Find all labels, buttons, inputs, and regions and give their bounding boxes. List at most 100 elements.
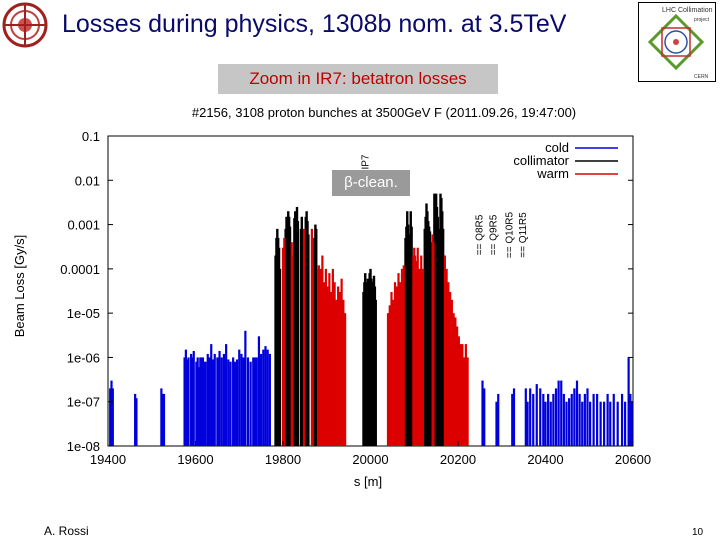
bar-cold bbox=[612, 393, 615, 446]
bar-collimator bbox=[437, 228, 440, 446]
bar-cold bbox=[184, 349, 187, 446]
bar-warm bbox=[392, 299, 395, 446]
y-tick-label: 1e-08 bbox=[67, 439, 100, 454]
bar-cold bbox=[216, 357, 219, 446]
legend-label: collimator bbox=[513, 153, 569, 168]
y-tick-label: 0.0001 bbox=[60, 262, 100, 277]
bar-cold bbox=[526, 401, 529, 446]
bar-cold bbox=[535, 384, 538, 446]
bar-cold bbox=[583, 393, 586, 446]
beta-clean-label: β-clean. bbox=[332, 170, 410, 196]
bar-warm bbox=[340, 278, 343, 446]
bar-cold bbox=[266, 349, 269, 446]
bar-warm bbox=[397, 273, 400, 446]
bar-cold bbox=[208, 357, 211, 446]
bar-collimator bbox=[410, 226, 413, 446]
bar-cold bbox=[211, 359, 215, 446]
bar-cold bbox=[609, 401, 612, 446]
bar-cold bbox=[599, 401, 602, 446]
bar-cold bbox=[187, 357, 190, 446]
collimation-logo-text: LHC Collimation bbox=[662, 7, 713, 14]
bar-cold bbox=[213, 353, 216, 446]
bar-cold bbox=[603, 401, 606, 446]
bar-cold bbox=[581, 401, 584, 446]
bar-cold bbox=[111, 388, 114, 446]
collimation-logo-project: project bbox=[694, 17, 710, 23]
bar-cold bbox=[196, 357, 199, 446]
bar-warm bbox=[344, 313, 347, 446]
bar-warm bbox=[432, 242, 435, 446]
bar-warm bbox=[331, 268, 334, 446]
x-tick-label: 20400 bbox=[527, 452, 563, 467]
bar-cold bbox=[162, 393, 166, 446]
bar-cold bbox=[183, 357, 186, 446]
bar-warm bbox=[414, 261, 418, 446]
x-axis: 19400 19600 19800 20000 20200 20400 20600 bbox=[90, 441, 651, 467]
lhc-collimation-logo: LHC Collimation project CERN bbox=[638, 2, 716, 82]
bar-cold bbox=[592, 393, 595, 446]
bar-cold bbox=[616, 401, 619, 446]
bar-cold bbox=[201, 357, 205, 446]
bar-warm bbox=[452, 313, 455, 446]
bar-collimator bbox=[296, 221, 300, 446]
bar-cold bbox=[495, 401, 498, 446]
bar-cold bbox=[233, 361, 236, 446]
bar-cold bbox=[539, 388, 542, 446]
bar-cold bbox=[596, 393, 599, 446]
bar-cold bbox=[481, 380, 484, 446]
bar-cold bbox=[229, 361, 232, 446]
bar-warm bbox=[443, 255, 446, 446]
bar-cold bbox=[568, 398, 571, 446]
bar-cold bbox=[222, 353, 226, 446]
bar-cold bbox=[161, 393, 164, 446]
bar-warm bbox=[335, 299, 338, 446]
bar-warm bbox=[459, 344, 462, 446]
bar-collimator bbox=[441, 228, 445, 446]
lhc-logo-icon bbox=[2, 2, 48, 48]
bar-cold bbox=[575, 380, 579, 446]
bar-collimator bbox=[315, 228, 318, 446]
bar-cold bbox=[483, 388, 486, 446]
bar-warm bbox=[330, 292, 333, 446]
bar-warm bbox=[283, 237, 286, 446]
bar-cold bbox=[218, 350, 221, 446]
page-number: 10 bbox=[692, 527, 704, 538]
annotations-layer: IP7 == Q8R5 == Q9R5 == Q10R5 == Q11R5 bbox=[360, 154, 529, 258]
bar-cold bbox=[206, 353, 209, 446]
bar-cold bbox=[240, 353, 243, 446]
bar-cold bbox=[629, 393, 632, 446]
bar-warm bbox=[464, 344, 467, 446]
bar-warm bbox=[466, 357, 469, 446]
bar-warm bbox=[388, 305, 391, 446]
bar-cold bbox=[570, 393, 573, 446]
y-tick-label: 0.001 bbox=[67, 218, 100, 233]
bar-warm bbox=[400, 268, 404, 446]
annotation-label: == Q10R5 bbox=[504, 211, 515, 258]
bar-cold bbox=[255, 357, 258, 446]
bar-warm bbox=[333, 282, 336, 446]
y-tick-label: 1e-07 bbox=[67, 395, 100, 410]
bar-cold bbox=[557, 380, 560, 446]
annotation-label: == Q8R5 bbox=[475, 214, 486, 255]
y-axis: 0.1 0.01 0.001 0.0001 1e-05 1e-06 1e-07 1e-08 bbox=[60, 129, 633, 454]
bar-warm bbox=[323, 282, 326, 446]
zoom-label: Zoom in IR7: betatron losses bbox=[218, 64, 498, 94]
bar-cold bbox=[200, 357, 203, 446]
bar-cold bbox=[227, 359, 230, 446]
y-tick-label: 1e-06 bbox=[67, 350, 100, 365]
bar-cold bbox=[225, 344, 228, 446]
bar-warm bbox=[386, 313, 390, 446]
bar-cold bbox=[532, 393, 535, 446]
x-tick-label: 20000 bbox=[352, 452, 388, 467]
bar-cold bbox=[190, 353, 193, 446]
bar-warm bbox=[328, 273, 331, 446]
bar-cold bbox=[186, 359, 189, 446]
bar-warm bbox=[454, 317, 457, 446]
bar-cold bbox=[257, 336, 261, 446]
bar-collimator bbox=[374, 299, 377, 446]
bar-cold bbox=[512, 388, 516, 446]
bar-cold bbox=[560, 380, 563, 446]
bar-cold bbox=[497, 393, 500, 446]
bar-warm bbox=[457, 336, 460, 446]
